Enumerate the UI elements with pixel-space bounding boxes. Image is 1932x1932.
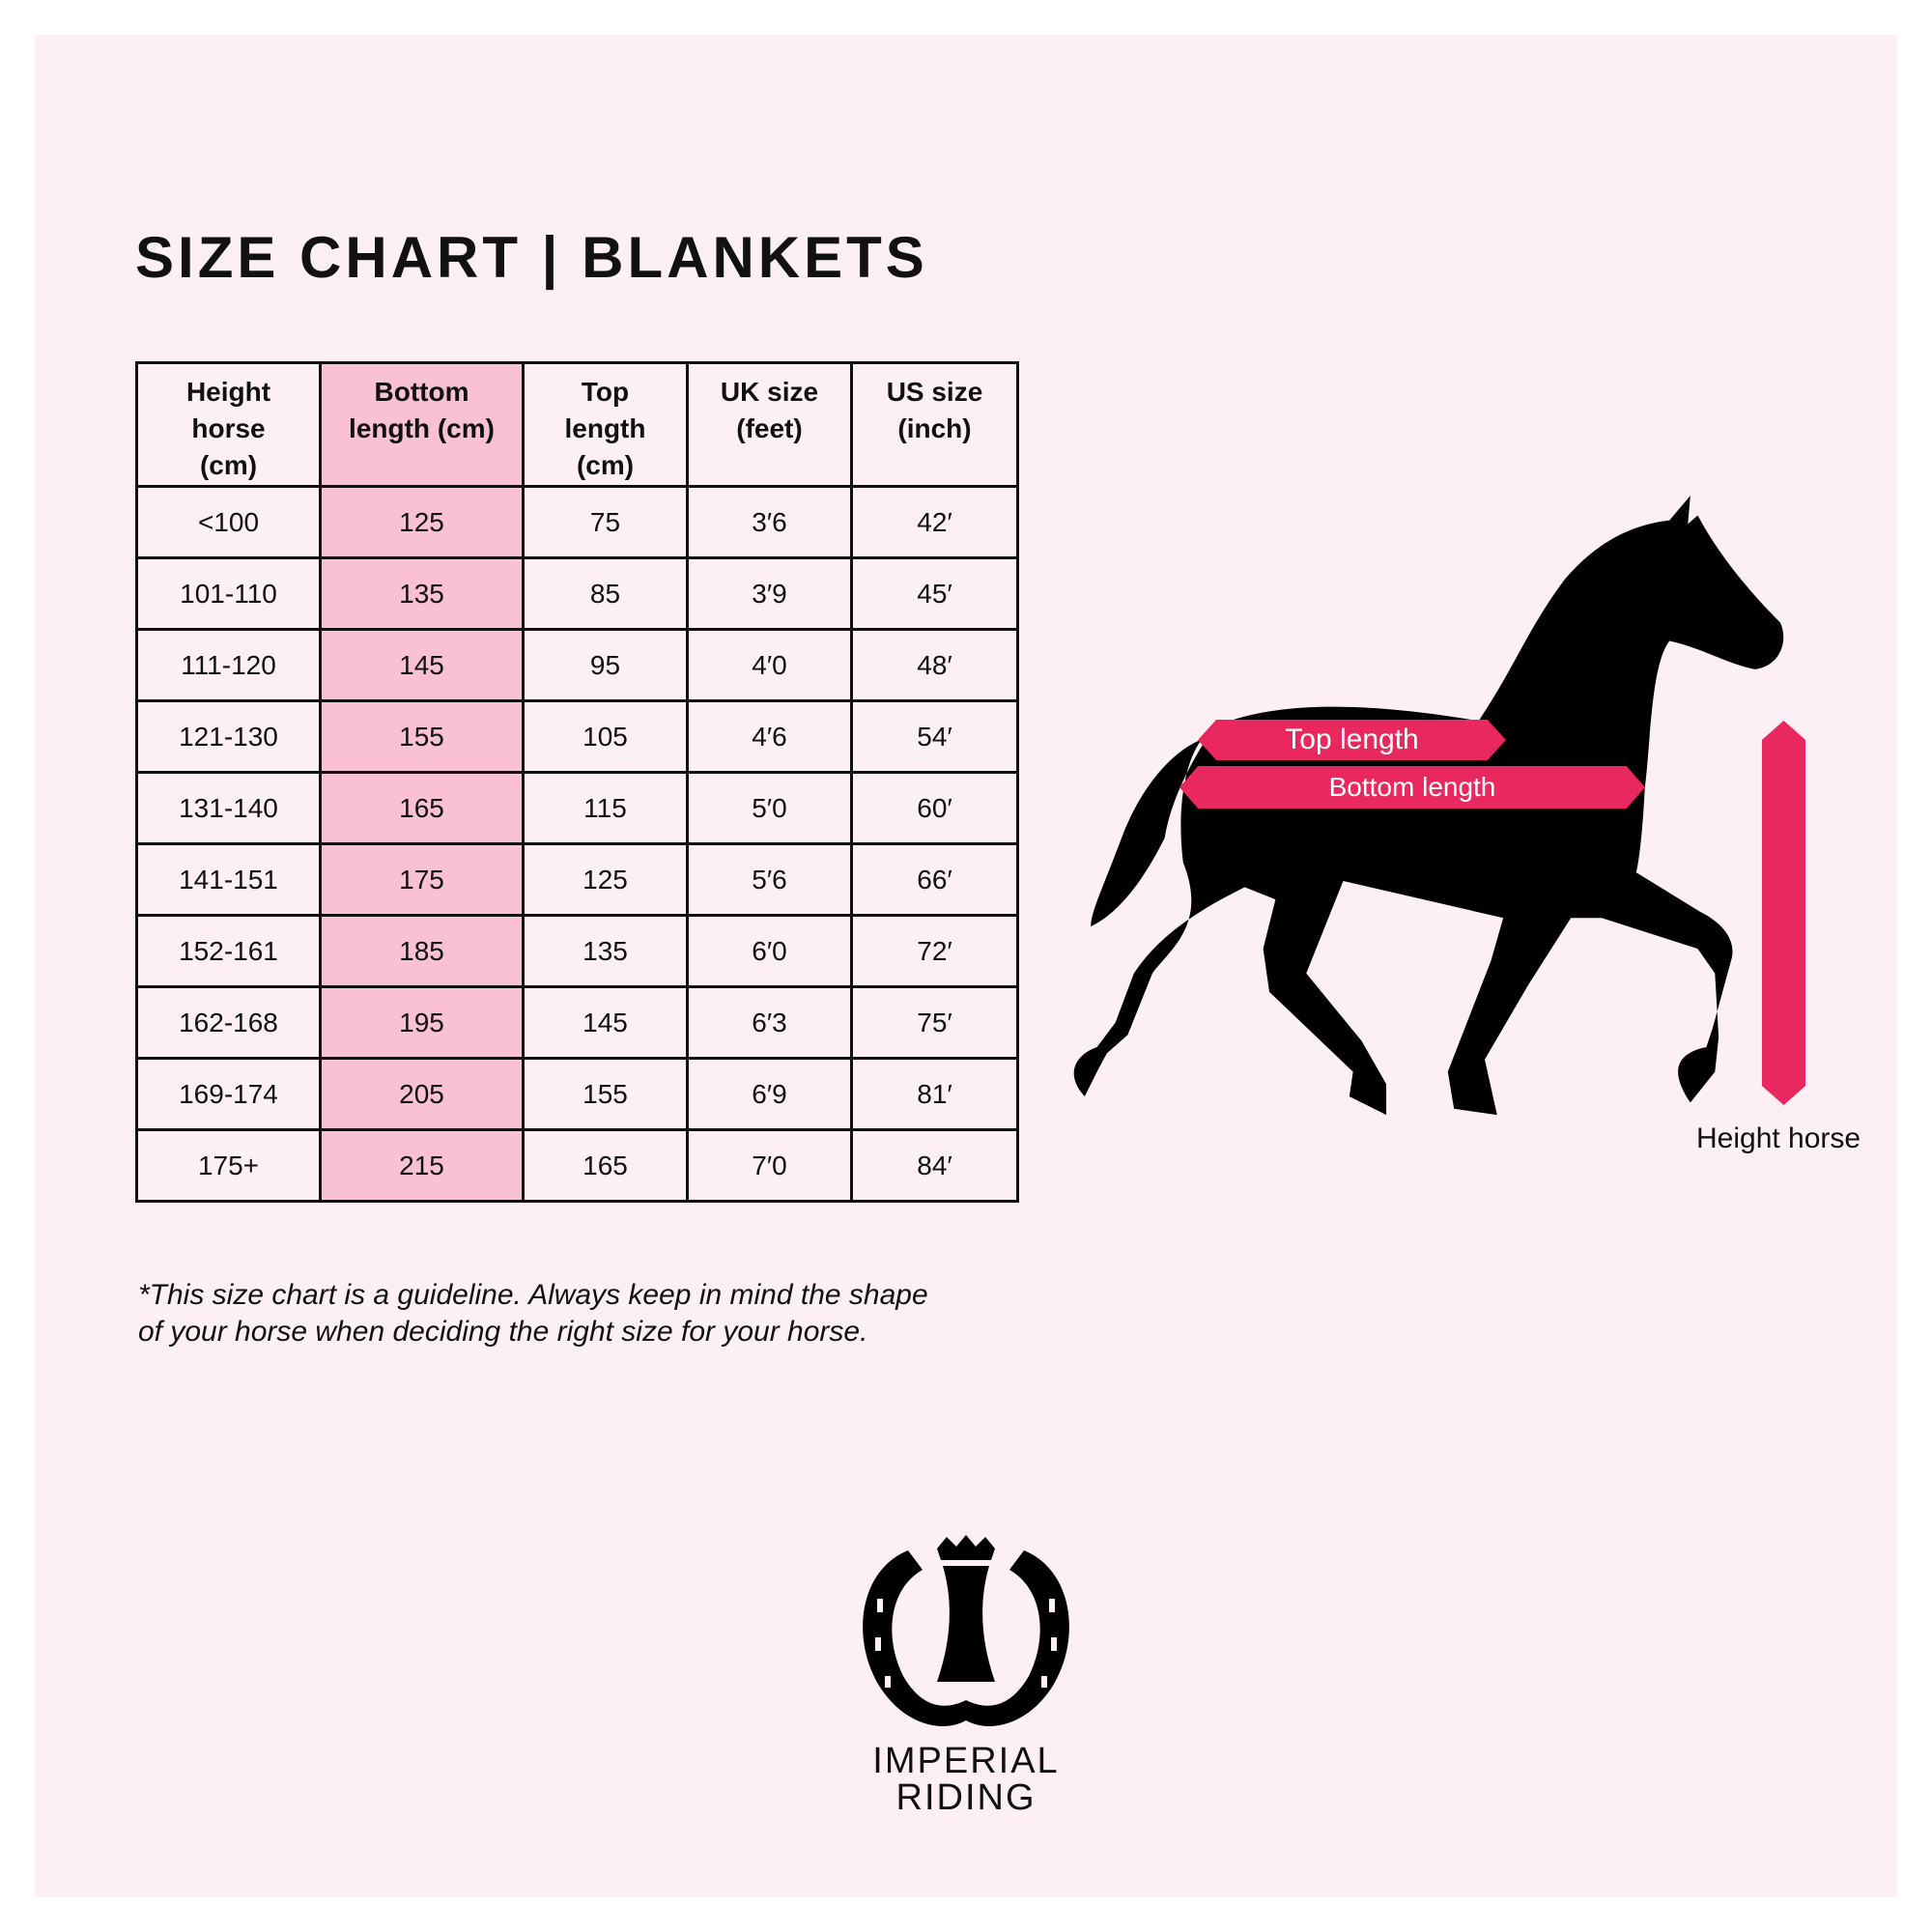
- table-cell: 165: [522, 1128, 689, 1203]
- column-header: Top length (cm): [522, 361, 689, 488]
- table-cell: 81′: [850, 1057, 1019, 1131]
- table-row: 131-140 165 115 5′0 60′: [135, 771, 1019, 845]
- table-header-row: Height horse (cm) Bottom length (cm) Top lengt…: [135, 361, 1019, 488]
- table-cell: 175: [319, 842, 525, 917]
- column-header-line: Height: [185, 377, 271, 407]
- table-cell: 205: [319, 1057, 525, 1131]
- table-cell: 7′0: [686, 1128, 853, 1203]
- table-cell: 135: [319, 556, 525, 631]
- table-row: 169-174 205 155 6′9 81′: [135, 1057, 1019, 1131]
- footnote-line: of your horse when deciding the right si…: [138, 1316, 868, 1348]
- table-cell: 60′: [850, 771, 1019, 845]
- column-header: Height horse (cm): [135, 361, 322, 488]
- column-header-line: Bottom: [374, 377, 469, 407]
- column-header-line: UK size: [720, 377, 819, 407]
- table-cell: 195: [319, 985, 525, 1060]
- table-cell: 145: [522, 985, 689, 1060]
- brand-line-2: RIDING: [895, 1777, 1037, 1818]
- column-header-line: (cm): [576, 450, 635, 480]
- table-cell: 4′0: [686, 628, 853, 702]
- column-header-line: Top: [581, 377, 630, 407]
- table-cell: 85: [522, 556, 689, 631]
- table-cell: 5′6: [686, 842, 853, 917]
- table-cell: 101-110: [135, 556, 322, 631]
- table-cell: 3′6: [686, 485, 853, 559]
- table-cell: 95: [522, 628, 689, 702]
- table-cell: 75′: [850, 985, 1019, 1060]
- column-header-line: length: [564, 413, 646, 443]
- table-row: 152-161 185 135 6′0 72′: [135, 914, 1019, 988]
- table-row: 175+ 215 165 7′0 84′: [135, 1128, 1019, 1203]
- column-header-line: US size: [886, 377, 983, 407]
- horseshoe-crown-logo: [863, 1535, 1069, 1726]
- table-cell: 66′: [850, 842, 1019, 917]
- table-cell: 125: [319, 485, 525, 559]
- table-cell: 125: [522, 842, 689, 917]
- column-header-line: horse: [191, 413, 266, 443]
- column-header: US size (inch): [850, 361, 1019, 488]
- bottom-length-arrow: Bottom length: [1179, 766, 1645, 809]
- table-cell: 155: [522, 1057, 689, 1131]
- table-cell: 169-174: [135, 1057, 322, 1131]
- column-header: UK size (feet): [686, 361, 853, 488]
- table-cell: 175+: [135, 1128, 322, 1203]
- column-header-line: (cm): [199, 450, 258, 480]
- height-horse-label: Height horse: [1696, 1122, 1861, 1154]
- table-cell: 72′: [850, 914, 1019, 988]
- table-cell: 145: [319, 628, 525, 702]
- column-header: Bottom length (cm): [319, 361, 525, 488]
- height-arrow: [1762, 721, 1805, 1105]
- footnote: *This size chart is a guideline. Always …: [138, 1277, 928, 1350]
- table-cell: 115: [522, 771, 689, 845]
- brand-name: IMPERIAL RIDING: [821, 1743, 1111, 1816]
- table-row: 162-168 195 145 6′3 75′: [135, 985, 1019, 1060]
- table-cell: 152-161: [135, 914, 322, 988]
- table-cell: 155: [319, 699, 525, 774]
- column-header-line: length (cm): [349, 413, 495, 443]
- table-cell: 6′3: [686, 985, 853, 1060]
- table-cell: 42′: [850, 485, 1019, 559]
- table-cell: 141-151: [135, 842, 322, 917]
- table-cell: 54′: [850, 699, 1019, 774]
- table-cell: 165: [319, 771, 525, 845]
- column-header-line: (inch): [897, 413, 972, 443]
- table-cell: 121-130: [135, 699, 322, 774]
- table-row: <100 125 75 3′6 42′: [135, 485, 1019, 559]
- table-row: 101-110 135 85 3′9 45′: [135, 556, 1019, 631]
- table-cell: 111-120: [135, 628, 322, 702]
- table-cell: 4′6: [686, 699, 853, 774]
- table-cell: 45′: [850, 556, 1019, 631]
- table-cell: 215: [319, 1128, 525, 1203]
- table-cell: 135: [522, 914, 689, 988]
- table-cell: 131-140: [135, 771, 322, 845]
- table-cell: 6′0: [686, 914, 853, 988]
- bottom-length-label: Bottom length: [1328, 772, 1496, 802]
- table-cell: 84′: [850, 1128, 1019, 1203]
- table-cell: 3′9: [686, 556, 853, 631]
- top-length-arrow: Top length: [1198, 720, 1506, 760]
- table-row: 111-120 145 95 4′0 48′: [135, 628, 1019, 702]
- table-cell: 105: [522, 699, 689, 774]
- page-title: SIZE CHART | BLANKETS: [135, 225, 928, 290]
- table-cell: <100: [135, 485, 322, 559]
- footnote-line: *This size chart is a guideline. Always …: [138, 1279, 928, 1311]
- table-cell: 162-168: [135, 985, 322, 1060]
- table-cell: 48′: [850, 628, 1019, 702]
- table-cell: 5′0: [686, 771, 853, 845]
- table-cell: 75: [522, 485, 689, 559]
- table-row: 121-130 155 105 4′6 54′: [135, 699, 1019, 774]
- table-cell: 6′9: [686, 1057, 853, 1131]
- top-length-label: Top length: [1285, 724, 1419, 755]
- table-cell: 185: [319, 914, 525, 988]
- size-chart-table: Height horse (cm) Bottom length (cm) Top lengt…: [135, 361, 1019, 1203]
- column-header-line: (feet): [736, 413, 803, 443]
- brand-line-1: IMPERIAL: [872, 1741, 1060, 1781]
- table-row: 141-151 175 125 5′6 66′: [135, 842, 1019, 917]
